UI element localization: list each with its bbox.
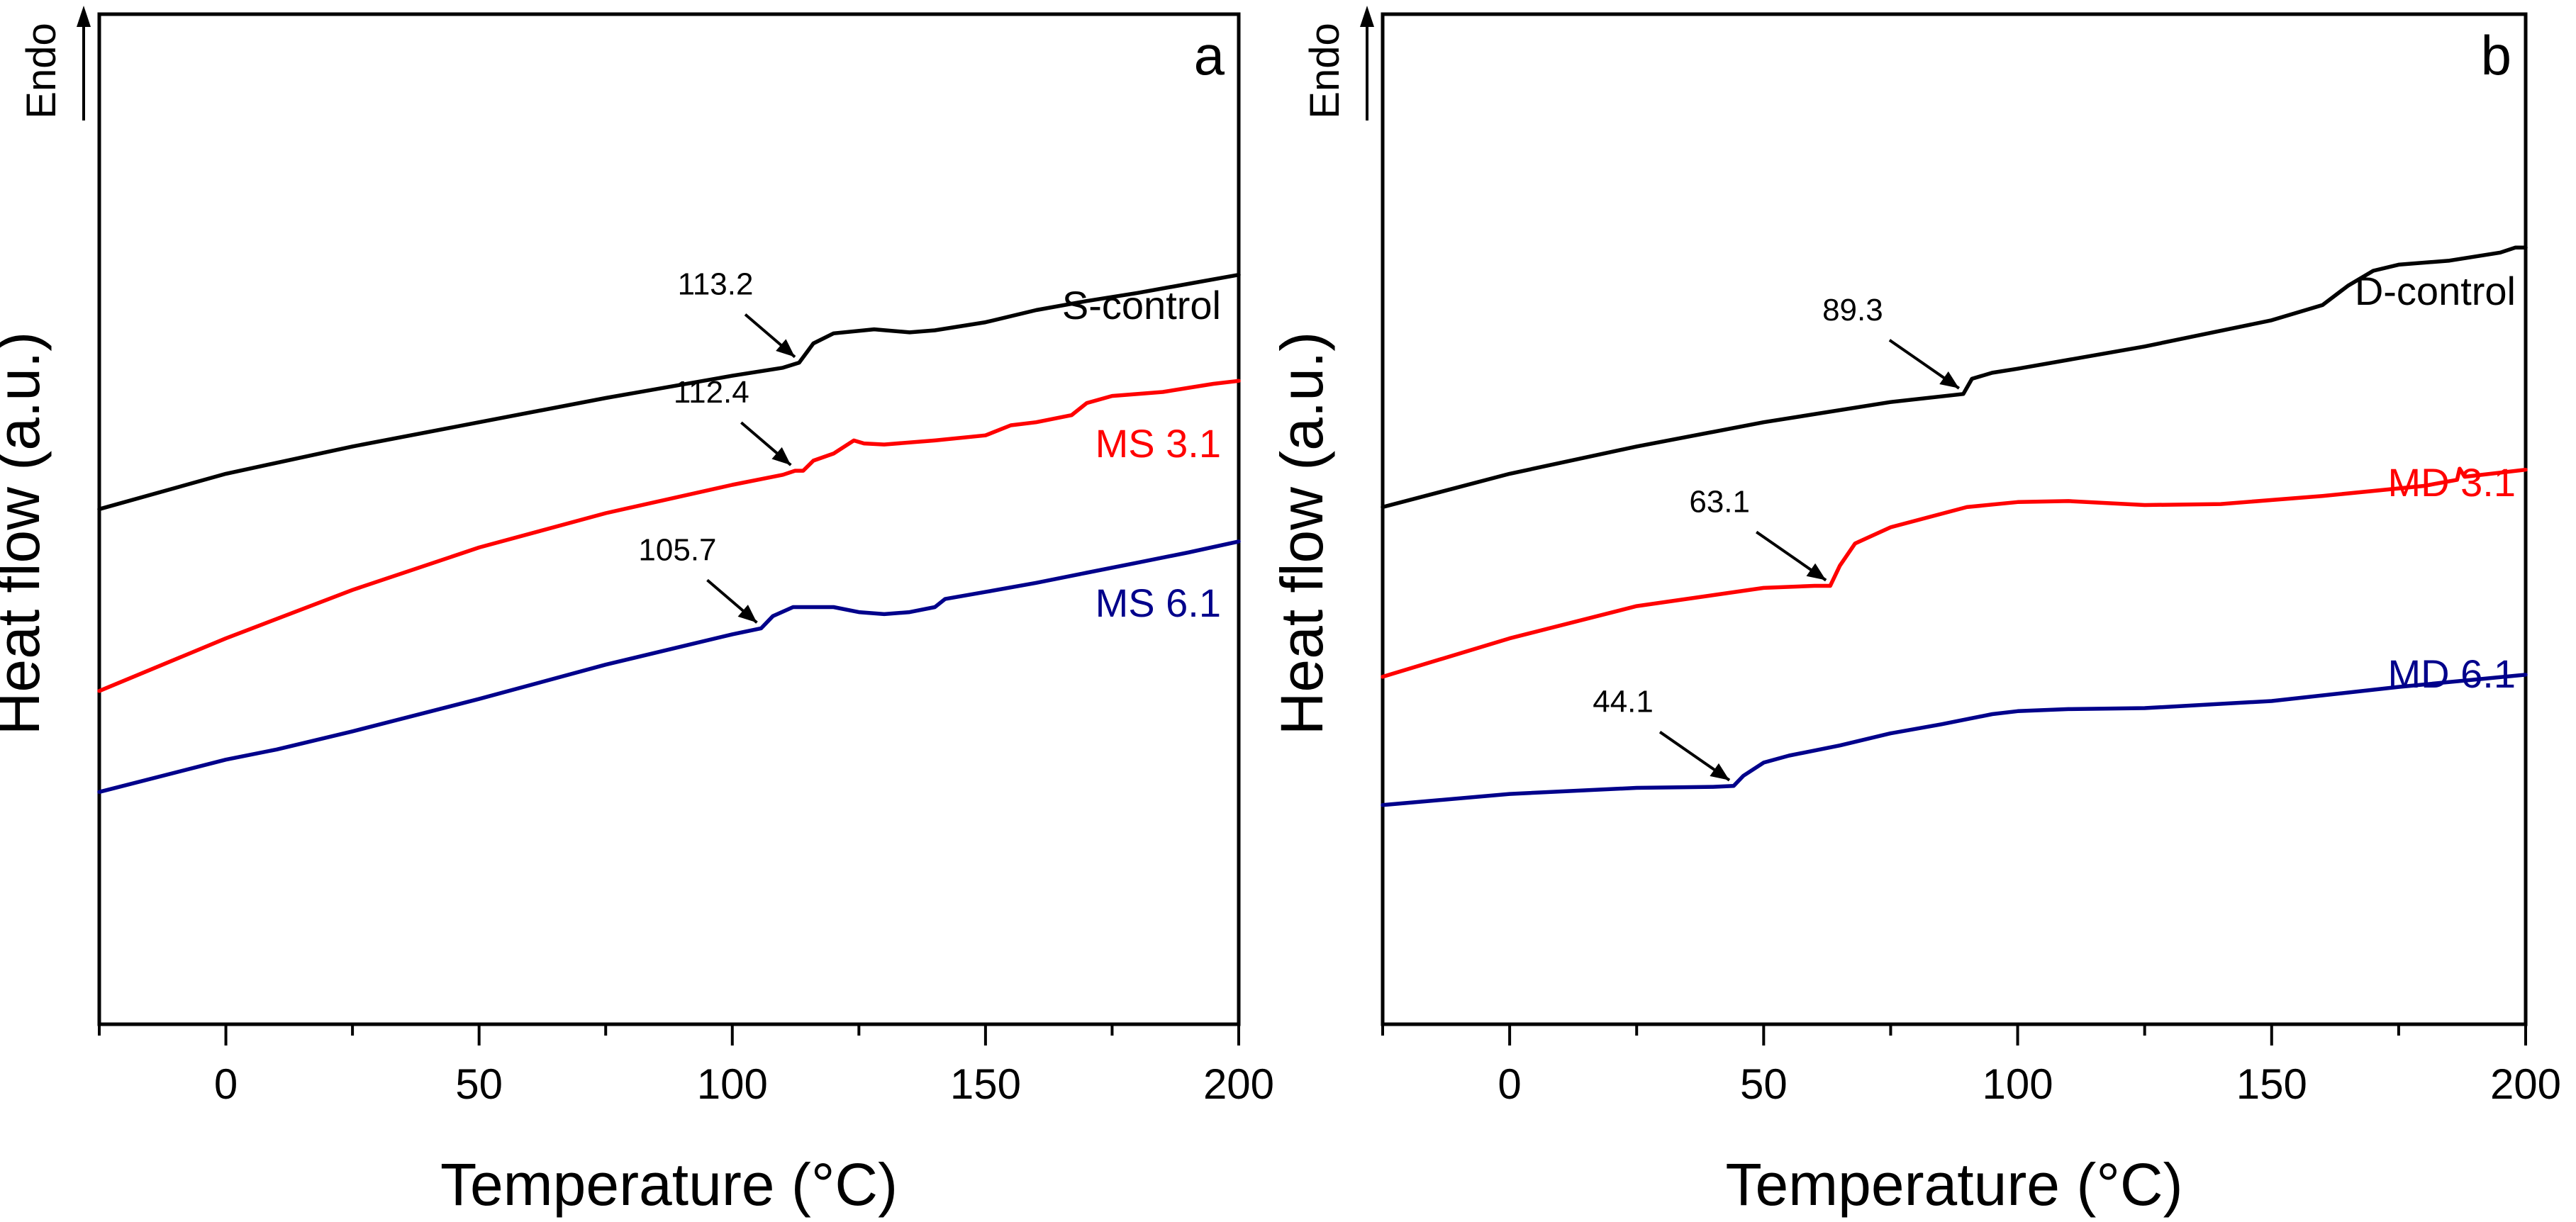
annotation-label: 44.1 <box>1593 685 1654 719</box>
x-tick-label: 50 <box>1740 1060 1788 1108</box>
endo-arrow-head <box>77 6 91 27</box>
annotation-label: 113.2 <box>678 267 754 302</box>
x-tick-label: 150 <box>950 1060 1021 1108</box>
series-line-ms-3.1 <box>97 379 1241 693</box>
series-line-d-control <box>1381 245 2528 510</box>
series-label: MD 6.1 <box>2388 651 2516 696</box>
series-line-md-3.1 <box>1381 466 2528 679</box>
series-line-md-6.1 <box>1381 673 2528 807</box>
annotation-label: 112.4 <box>674 375 749 410</box>
panel-letter: a <box>1194 24 1225 86</box>
annotation-label: 105.7 <box>638 532 716 567</box>
x-tick-label: 100 <box>1983 1060 2053 1108</box>
plot-frame <box>1381 12 2528 1026</box>
x-axis-title: Temperature (°C) <box>1725 1151 2182 1218</box>
series-label: MS 6.1 <box>1095 581 1221 625</box>
x-tick-label: 150 <box>2236 1060 2307 1108</box>
plot-frame <box>97 12 1241 1026</box>
annotation-label: 63.1 <box>1689 485 1750 520</box>
annotation-arrow-head <box>1710 763 1730 780</box>
series-label: MS 3.1 <box>1095 421 1221 466</box>
endo-label: Endo <box>18 23 65 118</box>
series-label: D-control <box>2355 269 2516 313</box>
series-label: S-control <box>1062 283 1221 327</box>
series-line-s-control <box>97 272 1241 512</box>
x-tick-label: 0 <box>1498 1060 1521 1108</box>
x-tick-label: 50 <box>455 1060 503 1108</box>
annotation-arrow-head <box>1939 371 1959 388</box>
annotation-arrow-head <box>1806 563 1827 581</box>
panel-letter: b <box>2481 24 2511 86</box>
endo-arrow-head <box>1360 6 1374 27</box>
x-tick-label: 200 <box>2490 1060 2561 1108</box>
y-axis-title: Heat flow (a.u.) <box>1269 332 1335 736</box>
y-axis-title: Heat flow (a.u.) <box>0 332 52 736</box>
annotation-arrow-head <box>776 339 796 357</box>
x-tick-label: 100 <box>697 1060 768 1108</box>
series-label: MD 3.1 <box>2388 460 2516 505</box>
annotation-arrow-head <box>737 605 757 623</box>
endo-label: Endo <box>1302 23 1348 118</box>
annotation-label: 89.3 <box>1822 293 1883 327</box>
panel-b: 0 50 100 150 200 Temperature (°C) Heat flow (a… <box>1269 6 2561 1218</box>
annotation-arrow-head <box>771 447 791 466</box>
panel-a: 0 50 100 150 200 Temperature (°C) Heat flow (a… <box>0 6 1274 1218</box>
series-line-ms-6.1 <box>97 539 1241 795</box>
x-tick-label: 0 <box>214 1060 238 1108</box>
x-tick-label: 200 <box>1203 1060 1274 1108</box>
x-axis-title: Temperature (°C) <box>440 1151 898 1218</box>
